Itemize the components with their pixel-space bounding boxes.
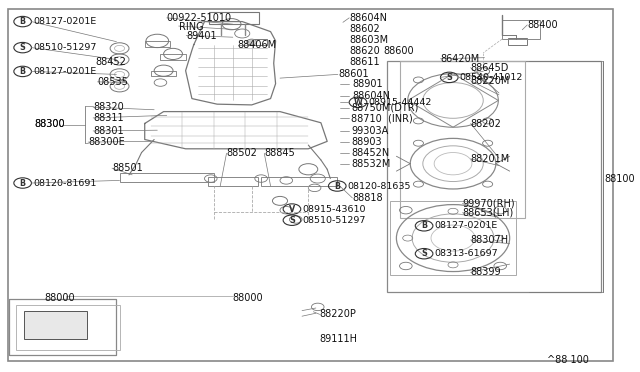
Text: 88452N: 88452N	[351, 148, 389, 158]
Text: 08120-81691: 08120-81691	[33, 179, 97, 187]
Text: 08127-0201E: 08127-0201E	[33, 17, 97, 26]
Text: 89111H: 89111H	[319, 334, 358, 344]
Text: 86420M: 86420M	[440, 54, 480, 64]
Text: 88645D: 88645D	[470, 63, 509, 73]
Text: 88818: 88818	[353, 193, 383, 203]
Text: 88602: 88602	[349, 24, 380, 34]
Text: 88400: 88400	[527, 20, 558, 30]
Text: 88653(LH): 88653(LH)	[463, 208, 514, 218]
Text: 88611: 88611	[349, 57, 380, 67]
Text: W: W	[353, 98, 362, 107]
Text: 08127-0201E: 08127-0201E	[435, 221, 498, 230]
Text: 88300: 88300	[35, 119, 65, 128]
Text: 88300E: 88300E	[88, 137, 125, 147]
Text: S: S	[446, 73, 452, 82]
Bar	[16, 305, 120, 350]
Bar	[120, 173, 214, 182]
Text: 88452: 88452	[95, 58, 127, 67]
Bar	[248, 39, 268, 45]
Text: 88532M: 88532M	[351, 160, 390, 169]
Text: 08915-43610: 08915-43610	[303, 205, 366, 214]
Text: 88220M: 88220M	[470, 76, 510, 86]
Text: 08510-51297: 08510-51297	[303, 216, 366, 225]
Bar	[60, 313, 85, 320]
Bar	[387, 61, 601, 292]
Text: 88311: 88311	[93, 113, 124, 123]
Bar	[24, 311, 87, 339]
Bar	[60, 326, 85, 339]
Bar	[209, 12, 259, 24]
Bar	[390, 201, 516, 275]
Text: 88000: 88000	[233, 293, 264, 302]
Text: 88901: 88901	[353, 80, 383, 89]
Text: 88307H: 88307H	[470, 235, 509, 245]
Bar	[25, 326, 51, 339]
Text: 08120-81635: 08120-81635	[348, 182, 412, 190]
Bar	[145, 41, 170, 46]
Bar	[151, 71, 176, 76]
Text: 88320: 88320	[93, 102, 124, 112]
Text: 08535: 08535	[97, 77, 129, 87]
Text: B: B	[334, 182, 340, 190]
Text: 89401: 89401	[186, 32, 217, 41]
Text: 88406M: 88406M	[238, 41, 277, 50]
Text: 88000: 88000	[44, 293, 75, 302]
Bar	[261, 177, 337, 186]
Circle shape	[246, 39, 257, 45]
Text: ^88 100: ^88 100	[547, 355, 589, 365]
Text: V: V	[289, 205, 295, 214]
Text: 88750M(DTR): 88750M(DTR)	[351, 103, 419, 113]
Bar	[207, 177, 258, 186]
Bar	[25, 313, 51, 320]
Bar	[161, 54, 186, 60]
Text: B: B	[20, 179, 26, 187]
Text: 88201M: 88201M	[470, 154, 510, 164]
Text: 88220P: 88220P	[319, 310, 356, 319]
Bar	[399, 61, 525, 218]
Text: 88501: 88501	[112, 163, 143, 173]
Text: 08510-51297: 08510-51297	[33, 43, 97, 52]
Text: 88710  (INR): 88710 (INR)	[351, 113, 413, 123]
Text: 88603M: 88603M	[349, 35, 388, 45]
Bar	[502, 20, 540, 39]
Text: RING: RING	[179, 22, 204, 32]
Text: S: S	[421, 249, 427, 258]
Text: 88604N: 88604N	[349, 13, 387, 23]
Text: 08540-41012: 08540-41012	[460, 73, 524, 82]
Text: 88300: 88300	[35, 119, 65, 128]
Text: 88620: 88620	[349, 46, 380, 56]
Text: 88301: 88301	[93, 126, 124, 136]
Text: 88903: 88903	[351, 137, 381, 147]
Text: 88202: 88202	[470, 119, 502, 128]
Text: 88100: 88100	[604, 174, 635, 184]
Bar	[10, 299, 116, 355]
Text: 99970(RH): 99970(RH)	[463, 199, 515, 208]
Text: 88600: 88600	[384, 46, 415, 56]
Text: B: B	[421, 221, 427, 230]
Text: B: B	[20, 17, 26, 26]
Text: 88601: 88601	[338, 70, 369, 79]
Text: S: S	[289, 216, 295, 225]
Text: 00922-51010: 00922-51010	[167, 13, 232, 23]
Text: S: S	[20, 43, 26, 52]
Text: 88502: 88502	[227, 148, 257, 158]
Text: 88845: 88845	[264, 148, 295, 158]
Text: 08915-44442: 08915-44442	[369, 98, 432, 107]
Text: 08313-61697: 08313-61697	[435, 249, 499, 258]
Text: 88604N: 88604N	[353, 91, 390, 100]
Text: 88399: 88399	[470, 267, 501, 277]
Text: B: B	[20, 67, 26, 76]
Text: 08127-0201E: 08127-0201E	[33, 67, 97, 76]
Text: 99303A: 99303A	[351, 126, 388, 136]
Bar	[508, 38, 527, 45]
